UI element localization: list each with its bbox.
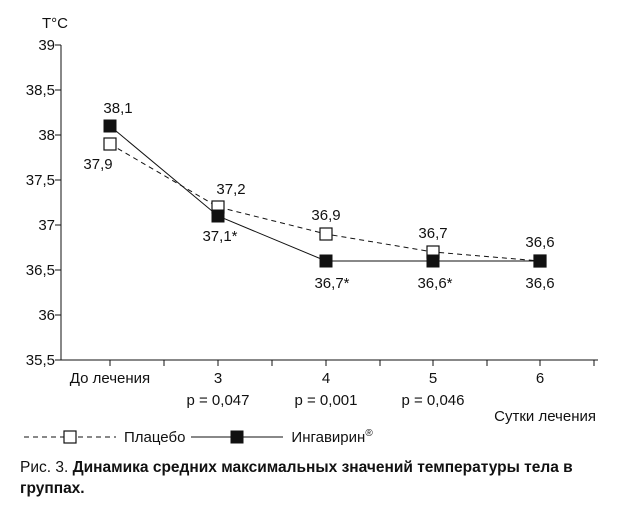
data-point-placebo [319,227,333,241]
figure-caption: Рис. 3. Динамика средних максимальных зн… [20,457,610,499]
data-label-ingavirin: 37,1* [202,228,237,245]
data-point-placebo [103,137,117,151]
data-label-placebo: 37,2 [216,181,245,198]
legend-registered-mark: ® [365,428,373,439]
data-label-placebo: 36,7 [418,225,447,242]
y-axis-label: T°C [42,15,68,32]
legend-swatch-ingavirin [191,430,284,444]
y-tick-label: 36 [38,307,55,324]
series-line-placebo [109,143,541,262]
x-tick-label: До лечения [70,370,150,387]
y-tick-label: 39 [38,37,55,54]
data-point-ingavirin [426,254,440,268]
y-tick-label: 37 [38,217,55,234]
caption-text: Динамика средних максимальных значений т… [20,459,573,497]
y-tick-label: 38,5 [26,82,55,99]
data-label-placebo: 36,9 [311,207,340,224]
data-point-ingavirin [533,254,547,268]
y-tick-label: 38 [38,127,55,144]
legend-swatch-placebo [24,430,116,444]
x-tick-label: 3 [214,370,222,387]
x-axis-label: Сутки лечения [494,408,596,425]
p-value-label: p = 0,001 [295,392,358,409]
legend-label-ingavirin: Ингавирин® [291,428,372,446]
data-label-placebo: 36,6 [525,234,554,251]
x-tick-label: 6 [536,370,544,387]
data-label-placebo: 37,9 [83,156,112,173]
data-label-ingavirin: 38,1 [103,100,132,117]
x-tick-label: 4 [322,370,330,387]
data-point-ingavirin [103,119,117,133]
data-label-ingavirin: 36,7* [314,275,349,292]
p-value-label: p = 0,046 [402,392,465,409]
y-tick-label: 37,5 [26,172,55,189]
data-point-ingavirin [319,254,333,268]
chart-legend: Плацебо Ингавирин® [22,426,377,448]
y-tick-label: 35,5 [26,352,55,369]
data-label-ingavirin: 36,6 [525,275,554,292]
y-tick-label: 36,5 [26,262,55,279]
data-point-ingavirin [211,209,225,223]
legend-label-ingavirin-text: Ингавирин [291,429,366,446]
x-tick-label: 5 [429,370,437,387]
legend-label-placebo: Плацебо [124,428,186,446]
line-chart: 35,5 36 36,5 37 37,5 38 38,5 39 T°C До лечения 3 p … [26,15,598,425]
p-value-label: p = 0,047 [187,392,250,409]
caption-prefix: Рис. 3. [20,459,69,476]
series-line-ingavirin [109,125,540,262]
data-label-ingavirin: 36,6* [417,275,452,292]
